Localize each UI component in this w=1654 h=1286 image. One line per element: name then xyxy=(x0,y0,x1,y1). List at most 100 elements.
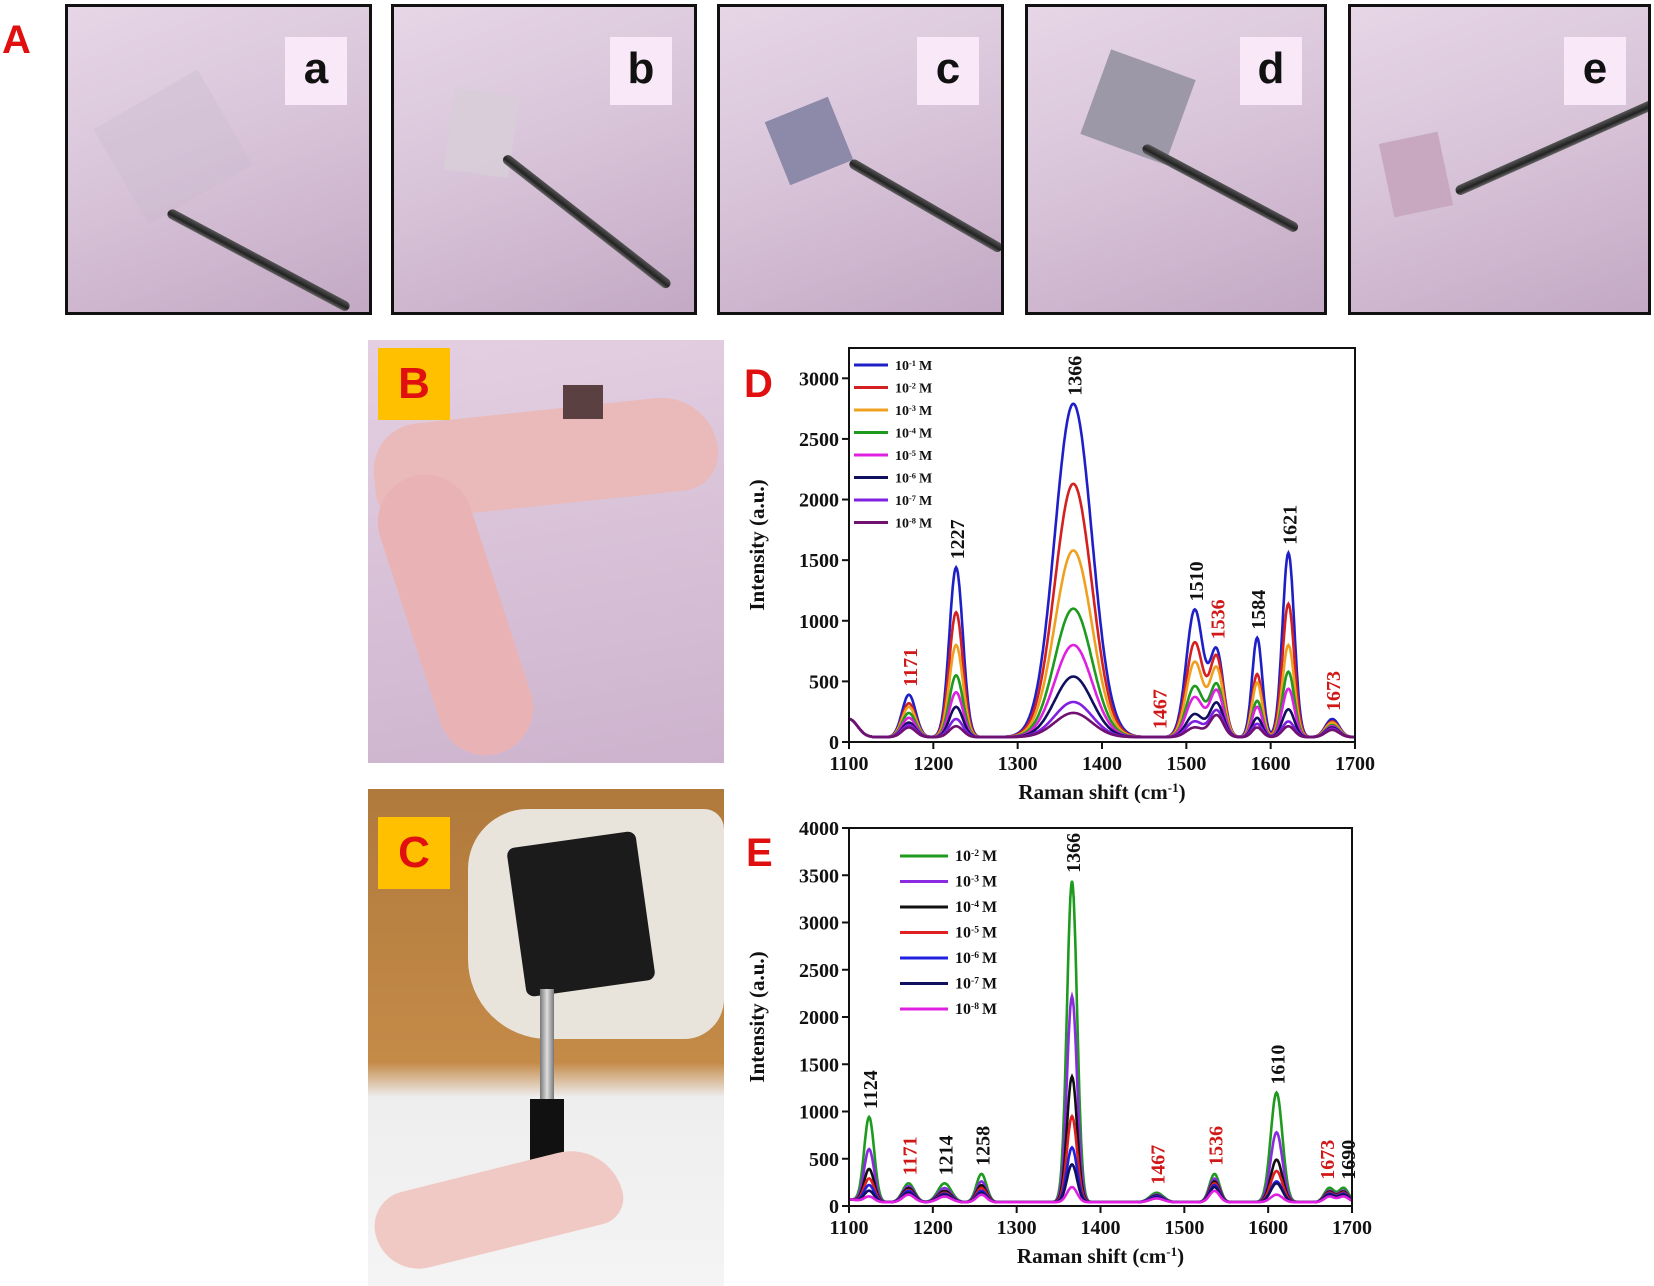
peak-annotation: 1366 xyxy=(1064,356,1086,396)
peak-annotation: 1258 xyxy=(972,1126,994,1166)
tweezers xyxy=(500,153,673,291)
y-tick-label: 0 xyxy=(829,1196,839,1218)
spectrum-line xyxy=(849,1185,1353,1204)
peak-annotation: 1673 xyxy=(1323,671,1345,711)
substrate-sheet xyxy=(1378,131,1454,218)
tweezers xyxy=(165,207,352,312)
legend-label: 10-2 M xyxy=(895,381,932,397)
x-axis-label-sup: -1 xyxy=(1166,1244,1177,1259)
x-axis-label-end: ) xyxy=(1177,1244,1184,1268)
peak-annotation: 1536 xyxy=(1206,1126,1228,1166)
legend-label: 10-5 M xyxy=(955,924,997,942)
legend-label: 10-4 M xyxy=(895,426,932,442)
legend-label: 10-7 M xyxy=(895,494,932,510)
y-tick-label: 3500 xyxy=(799,865,839,887)
legend-label: 10-1 M xyxy=(895,359,932,375)
photo-step-d: d xyxy=(1025,4,1327,315)
tweezers xyxy=(1453,91,1648,197)
legend-label: 10-5 M xyxy=(895,449,932,465)
legend-label: 10-6 M xyxy=(955,950,997,968)
photo-tag: e xyxy=(1564,37,1626,105)
substrate-sheet xyxy=(1080,49,1196,165)
x-tick-label: 1500 xyxy=(1164,1217,1204,1239)
y-tick-label: 2000 xyxy=(799,1007,839,1029)
substrate-sheet xyxy=(764,96,854,186)
peak-annotation: 1171 xyxy=(900,648,922,687)
peak-annotation: 1467 xyxy=(1150,689,1172,729)
y-tick-label: 1500 xyxy=(799,1054,839,1076)
y-tick-label: 500 xyxy=(809,671,839,693)
x-axis-label: Raman shift (cm-1) xyxy=(1018,780,1185,805)
y-tick-label: 2500 xyxy=(799,960,839,982)
panel-label-a: A xyxy=(2,18,31,62)
x-tick-label: 1200 xyxy=(913,1217,953,1239)
y-tick-label: 1000 xyxy=(799,611,839,633)
legend-label: 10-6 M xyxy=(895,471,932,487)
legend-label: 10-3 M xyxy=(895,404,932,420)
x-tick-label: 1600 xyxy=(1248,1217,1288,1239)
chart-d-raman-spectra: 0 500 1000 1500 2000 2500 3000 1100 1200 1300 1400… xyxy=(745,347,1375,805)
x-tick-label: 1300 xyxy=(997,1217,1037,1239)
x-axis-label-text: Raman shift (cm xyxy=(1017,1244,1167,1268)
photo-step-e: e xyxy=(1348,4,1651,315)
y-tick-label: 500 xyxy=(809,1149,839,1171)
peak-annotation: 1467 xyxy=(1148,1145,1170,1185)
peak-annotation: 1227 xyxy=(947,519,969,559)
legend-label: 10-2 M xyxy=(955,848,997,866)
y-tick-label: 2500 xyxy=(799,429,839,451)
photo-step-a: a xyxy=(65,4,372,315)
x-tick-label: 1600 xyxy=(1251,753,1291,775)
peak-annotation: 1621 xyxy=(1279,505,1301,545)
photo-tag: c xyxy=(917,37,979,105)
substrate-sheet xyxy=(93,69,253,225)
panel-label-b: B xyxy=(378,348,450,420)
peak-annotation: 1673 xyxy=(1317,1140,1339,1180)
peak-annotation: 1124 xyxy=(860,1070,882,1109)
peak-annotation: 1690 xyxy=(1338,1140,1360,1180)
peak-annotation: 1584 xyxy=(1248,590,1270,630)
y-tick-label: 3000 xyxy=(799,913,839,935)
x-axis-label-text: Raman shift (cm xyxy=(1018,780,1168,804)
x-tick-label: 1400 xyxy=(1082,753,1122,775)
tweezers xyxy=(1140,142,1300,234)
photo-tag: d xyxy=(1240,37,1302,105)
legend-label: 10-3 M xyxy=(955,873,997,891)
y-tick-label: 1500 xyxy=(799,550,839,572)
peak-annotation: 1536 xyxy=(1208,599,1230,639)
peak-annotation: 1366 xyxy=(1063,833,1085,873)
y-tick-label: 2000 xyxy=(799,490,839,512)
photo-raman-measurement: C xyxy=(368,789,724,1286)
x-axis-label-end: ) xyxy=(1179,780,1186,804)
chart-e-raman-spectra: 0 500 1000 1500 2000 2500 3000 3500 4000 1100 1200… xyxy=(745,820,1372,1268)
legend-label: 10-7 M xyxy=(955,975,997,993)
x-tick-label: 1500 xyxy=(1166,753,1206,775)
peak-annotation: 1610 xyxy=(1268,1045,1290,1085)
x-tick-label: 1200 xyxy=(913,753,953,775)
y-axis-label: Intensity (a.u.) xyxy=(745,479,769,610)
peak-annotation: 1171 xyxy=(900,1136,922,1175)
peak-annotation: 1510 xyxy=(1186,561,1208,601)
x-tick-label: 1100 xyxy=(830,753,869,775)
photo-tag: b xyxy=(610,37,672,105)
y-tick-label: 4000 xyxy=(799,820,839,840)
legend-label: 10-8 M xyxy=(955,1001,997,1019)
legend-label: 10-4 M xyxy=(955,899,997,917)
x-axis-label-sup: -1 xyxy=(1168,780,1179,795)
peak-annotation: 1214 xyxy=(936,1135,958,1175)
x-tick-label: 1700 xyxy=(1335,753,1375,775)
spectrum-line xyxy=(848,880,1354,1204)
x-tick-label: 1100 xyxy=(830,1217,869,1239)
handheld-raman-spectrometer xyxy=(506,830,656,998)
sers-substrate xyxy=(563,385,603,419)
legend-label: 10-8 M xyxy=(895,516,932,532)
plot-frame xyxy=(848,827,1353,1207)
photo-step-c: c xyxy=(717,4,1004,315)
panel-label-c: C xyxy=(378,817,450,889)
x-tick-label: 1700 xyxy=(1332,1217,1372,1239)
panel-label-d: D xyxy=(744,362,773,406)
y-tick-label: 0 xyxy=(829,732,839,754)
photo-tag: a xyxy=(285,37,347,105)
y-tick-label: 1000 xyxy=(799,1102,839,1124)
y-tick-label: 3000 xyxy=(799,368,839,390)
